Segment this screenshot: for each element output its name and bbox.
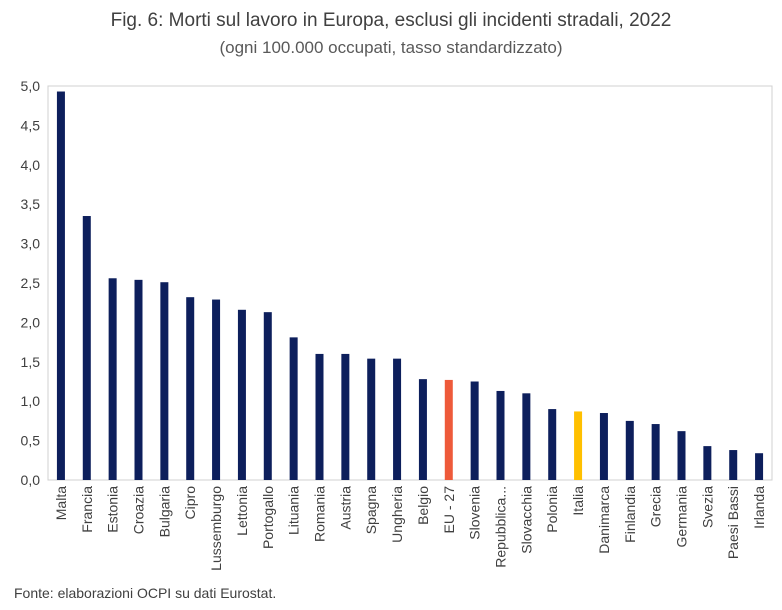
source-note: Fonte: elaborazioni OCPI su dati Eurosta… (14, 585, 277, 601)
bar (237, 309, 246, 480)
y-tick-label: 4,5 (21, 117, 41, 133)
y-tick-label: 3,0 (21, 236, 41, 252)
x-tick-label: Lussemburgo (208, 486, 224, 571)
x-tick-label: Paesi Bassi (725, 486, 741, 559)
bar (186, 297, 195, 480)
x-tick-label: Lituania (286, 486, 302, 535)
chart-title: Fig. 6: Morti sul lavoro in Europa, escl… (110, 10, 672, 31)
bar (677, 431, 686, 480)
bar (263, 312, 272, 480)
bar (367, 358, 376, 480)
bar (56, 91, 65, 481)
x-tick-label: Irlanda (751, 486, 767, 529)
bar (522, 393, 531, 480)
x-tick-label: Germania (674, 486, 690, 548)
x-tick-label: Polonia (544, 486, 560, 533)
bar (470, 381, 479, 480)
x-tick-label: Estonia (105, 486, 121, 533)
y-tick-label: 5,0 (21, 78, 41, 94)
plot-frame (47, 85, 773, 481)
bar (651, 424, 660, 480)
bar (574, 411, 583, 480)
y-tick-label: 0,5 (21, 433, 41, 449)
y-tick-label: 1,0 (21, 393, 41, 409)
y-tick-label: 2,5 (21, 275, 41, 291)
bar (444, 379, 453, 480)
bar (729, 450, 738, 480)
x-tick-label: EU - 27 (441, 486, 457, 534)
chart-axes: 0,0 0,5 1,0 1,5 2,0 2,5 3,0 3,5 4,0 4,5 5,0 (21, 78, 773, 488)
x-tick-label: Bulgaria (156, 486, 172, 538)
x-tick-label: Danimarca (596, 486, 612, 554)
chart-subtitle: (ogni 100.000 occupati, tasso standardiz… (219, 38, 563, 57)
x-tick-label: Malta (53, 486, 69, 520)
bar (82, 216, 91, 480)
x-tick-label: Spagna (363, 486, 379, 534)
bar (134, 279, 143, 480)
x-tick-label: Finlandia (622, 486, 638, 543)
x-tick-label: Croazia (131, 486, 147, 534)
bar (418, 379, 427, 480)
y-tick-label: 1,5 (21, 354, 41, 370)
bar (599, 413, 608, 480)
y-tick-label: 4,0 (21, 157, 41, 173)
bar (315, 353, 324, 480)
x-tick-label: Belgio (415, 486, 431, 525)
x-tick-label: Slovenia (467, 486, 483, 540)
y-tick-label: 3,5 (21, 196, 41, 212)
bar (755, 453, 764, 480)
bar (341, 353, 350, 480)
x-tick-label: Svezia (699, 486, 715, 528)
bar (703, 446, 712, 480)
bar (160, 282, 169, 480)
y-tick-label: 2,0 (21, 314, 41, 330)
bar (393, 358, 402, 480)
x-tick-label: Francia (79, 486, 95, 533)
x-tick-label: Slovacchia (518, 486, 534, 554)
chart-bars (56, 91, 764, 481)
x-tick-label: Romania (312, 486, 328, 542)
x-tick-label: Repubblica... (493, 486, 509, 568)
x-tick-label: Ungheria (389, 486, 405, 543)
x-tick-label: Italia (570, 486, 586, 516)
bar (289, 337, 298, 480)
x-tick-label: Lettonia (234, 486, 250, 536)
bar (108, 278, 117, 480)
x-tick-label: Cipro (182, 486, 198, 520)
y-tick-label: 0,0 (21, 472, 41, 488)
chart-labels: Malta Francia Estonia Croazia Bulgaria Cipro L… (53, 486, 767, 571)
bar (625, 420, 634, 480)
bar (548, 409, 557, 480)
x-tick-label: Austria (337, 486, 353, 530)
bar (496, 390, 505, 480)
x-tick-label: Portogallo (260, 486, 276, 549)
x-tick-label: Grecia (648, 486, 664, 527)
bar (212, 299, 221, 480)
